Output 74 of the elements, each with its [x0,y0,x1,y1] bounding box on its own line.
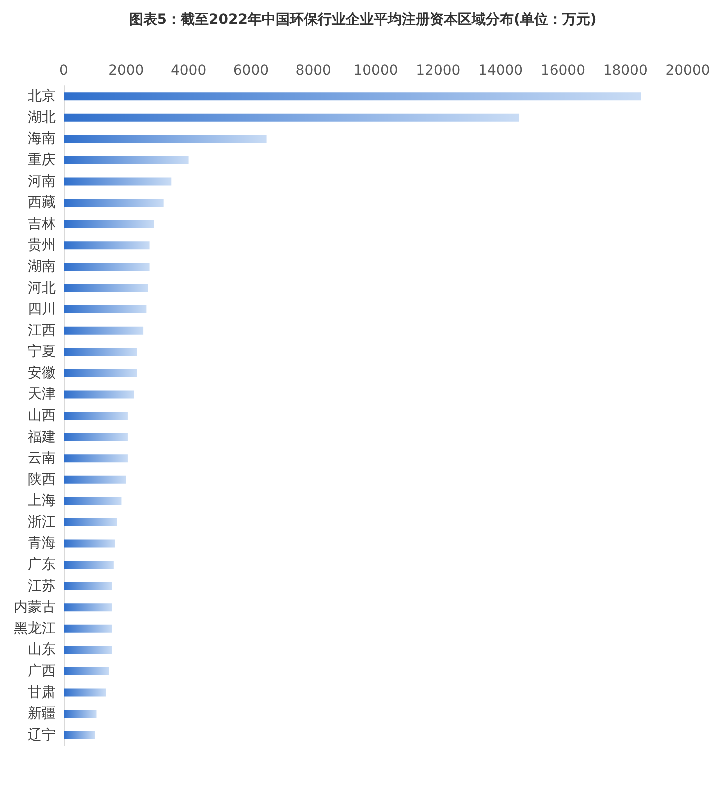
bar [64,284,148,292]
x-tick-label: 0 [60,63,68,79]
y-tick-label: 重庆 [28,152,56,169]
bar [64,412,128,420]
bar [64,476,126,484]
bar [64,688,106,697]
y-tick-label: 新疆 [28,706,56,722]
bar [64,540,116,548]
bar [64,518,118,526]
bar [64,369,138,378]
x-tick-label: 6000 [233,63,270,79]
bar [64,114,520,122]
y-tick-label: 福建 [28,429,56,446]
bar [64,199,164,208]
y-tick-label: 西藏 [28,195,56,212]
x-tick-label: 16000 [540,63,586,79]
y-tick-label: 上海 [28,493,56,510]
x-tick-label: 4000 [170,63,207,79]
bar [64,220,154,228]
y-tick-label: 贵州 [28,238,56,254]
bar [64,604,112,612]
y-tick-label: 广东 [28,557,56,574]
bar [64,561,114,570]
y-tick-label: 黑龙江 [14,620,56,637]
bar [64,135,267,144]
chart-title: 图表5：截至2022年中国环保行业企业平均注册资本区域分布(单位：万元) [129,11,597,28]
y-tick-label: 海南 [28,131,56,148]
bar [64,326,144,335]
y-tick-label: 安徽 [28,365,56,382]
bar [64,92,642,101]
y-tick-label: 辽宁 [28,727,56,744]
y-tick-label: 天津 [28,386,56,403]
y-tick-label: 青海 [28,536,56,552]
x-tick-label: 18000 [603,63,648,79]
bar [64,390,134,399]
bar [64,156,189,165]
y-tick-label: 浙江 [28,514,56,530]
x-tick-label: 20000 [666,63,710,79]
bar [64,731,96,740]
x-tick-label: 8000 [296,63,332,79]
y-tick-label: 四川 [28,302,56,318]
y-tick-label: 广西 [28,663,56,680]
y-tick-label: 山西 [28,408,56,424]
x-tick-label: 10000 [354,63,398,79]
bar [64,454,128,463]
y-tick-label: 内蒙古 [14,600,56,616]
bar [64,242,150,250]
bar [64,348,138,356]
bar [64,262,150,271]
y-tick-label: 河南 [28,174,56,190]
y-tick-label: 湖南 [28,258,56,275]
y-tick-label: 宁夏 [28,344,56,360]
y-tick-label: 吉林 [28,216,56,232]
y-tick-label: 江西 [28,322,56,339]
y-tick-label: 江苏 [28,578,56,594]
y-tick-label: 北京 [28,88,56,105]
x-tick-label: 14000 [478,63,524,79]
y-tick-label: 湖北 [28,110,56,126]
bar [64,178,172,186]
bar [64,624,112,633]
bar [64,433,128,442]
y-tick-label: 河北 [28,280,56,296]
bar [64,306,147,314]
bar [64,710,97,718]
bar [64,582,112,590]
x-tick-label: 12000 [416,63,461,79]
y-tick-label: 甘肃 [28,684,56,701]
bar [64,497,122,506]
bar [64,646,112,654]
y-tick-label: 云南 [28,450,56,467]
y-tick-label: 山东 [28,642,56,658]
y-tick-label: 陕西 [28,472,56,488]
bar [64,667,110,676]
x-tick-label: 2000 [108,63,144,79]
